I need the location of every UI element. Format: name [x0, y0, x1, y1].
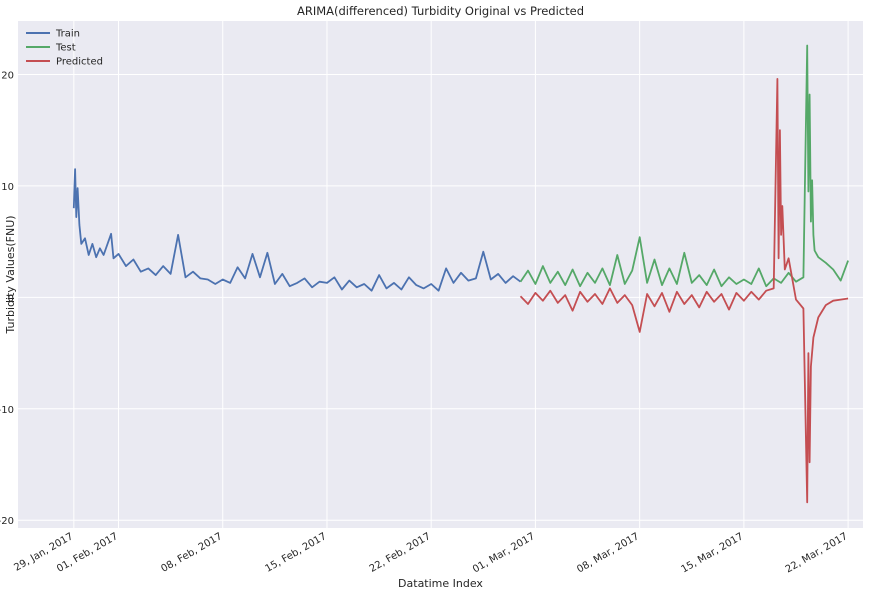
y-tick-label: 20 [1, 70, 14, 81]
y-axis-ticks: -20 -10 0 10 20 [0, 70, 14, 527]
x-axis-label: Datatime Index [398, 577, 483, 590]
legend-label-test: Test [55, 43, 76, 54]
y-axis-label: Turbidity Values(FNU) [4, 215, 17, 334]
legend-label-predicted: Predicted [56, 57, 103, 68]
y-tick-label: -20 [0, 516, 14, 527]
series-line-test [519, 44, 849, 288]
y-tick-label: 10 [1, 182, 14, 193]
series-line-predicted [519, 78, 849, 504]
grid-lines [18, 21, 863, 528]
y-tick-label: -10 [0, 405, 14, 416]
plot-area [18, 21, 863, 528]
legend: Train Test Predicted [26, 29, 103, 68]
series-layer [72, 44, 849, 504]
series-line-train [72, 168, 522, 292]
legend-label-train: Train [55, 29, 80, 40]
chart-title: ARIMA(differenced) Turbidity Original vs… [297, 4, 584, 18]
y-tick-label: 0 [8, 293, 14, 304]
